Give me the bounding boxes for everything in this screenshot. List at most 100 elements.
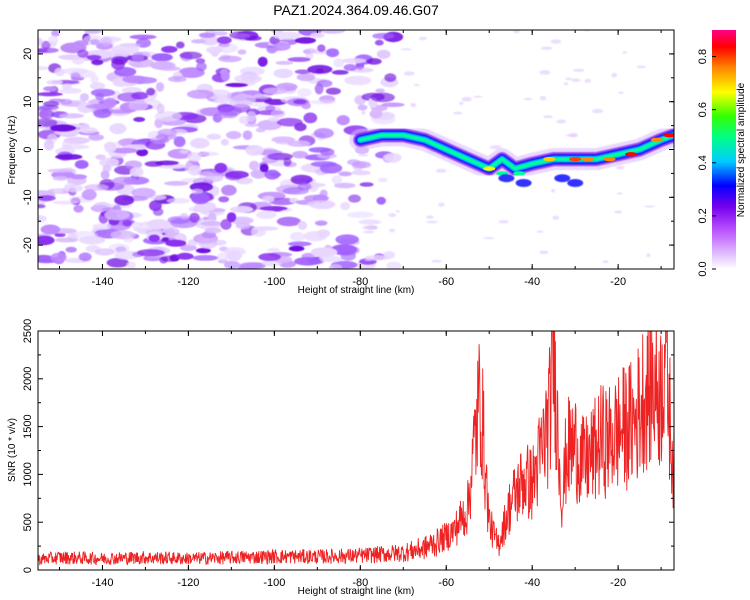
noise-blob: [259, 163, 269, 173]
noise-blob: [151, 53, 173, 62]
noise-blob: [225, 170, 249, 179]
noise-blob: [235, 222, 251, 230]
noise-blob: [358, 219, 382, 225]
signal-lobe: [567, 179, 584, 187]
noise-blob: [137, 228, 164, 235]
signal-track-layer: [358, 133, 674, 171]
noise-speck: [361, 110, 366, 115]
noise-blob: [287, 241, 312, 247]
noise-blob: [320, 30, 346, 34]
snr-point: [274, 556, 275, 557]
noise-speck: [565, 133, 578, 137]
noise-blob: [343, 64, 357, 71]
noise-blob: [77, 49, 89, 58]
noise-blob: [221, 70, 230, 82]
signal-hotspot: [513, 171, 526, 176]
noise-speck: [614, 210, 623, 214]
noise-speck: [418, 36, 427, 41]
noise-blob: [378, 177, 388, 183]
noise-speck: [426, 215, 434, 219]
noise-speck: [395, 210, 400, 213]
colorbar: 0.0 0.2 0.4 0.6 0.8 Normalized spectral ampl…: [697, 30, 747, 277]
noise-blob: [95, 154, 106, 160]
noise-speck: [410, 102, 416, 106]
noise-blob: [287, 140, 311, 147]
noise-blob: [189, 212, 200, 223]
snr-point: [549, 416, 550, 417]
noise-blob: [384, 152, 402, 163]
snr-point: [317, 556, 318, 557]
noise-speck: [400, 48, 412, 51]
noise-blob: [287, 57, 311, 62]
noise-blob: [102, 165, 112, 172]
noise-blob: [48, 35, 59, 46]
noise-blob: [258, 253, 282, 261]
noise-blob: [60, 98, 73, 105]
noise-blob: [372, 32, 395, 40]
noise-speck: [453, 111, 463, 115]
noise-blob: [198, 238, 218, 249]
noise-blob: [99, 157, 119, 168]
noise-speck: [426, 220, 439, 224]
noise-blob: [124, 160, 143, 169]
noise-speck: [644, 205, 655, 208]
noise-blob: [206, 89, 232, 101]
noise-blob: [384, 73, 397, 83]
noise-blob: [239, 66, 265, 76]
noise-blob: [329, 264, 343, 269]
noise-blob: [132, 52, 145, 63]
noise-blob: [206, 46, 224, 54]
noise-blob: [351, 161, 372, 169]
noise-speck: [646, 253, 651, 258]
noise-blob: [294, 37, 316, 44]
noise-blob: [43, 101, 60, 107]
colorbar-ticks: 0.0 0.2 0.4 0.6 0.8: [697, 49, 716, 277]
x-tick-label: -40: [524, 577, 540, 589]
snr-plot-area: [38, 331, 674, 566]
noise-blob: [55, 153, 83, 160]
noise-blob: [276, 117, 303, 127]
snr-point: [566, 450, 567, 451]
noise-blob: [38, 109, 55, 120]
noise-blob: [226, 250, 242, 262]
noise-blob: [225, 82, 249, 88]
noise-blob: [386, 261, 402, 269]
noise-blob: [38, 118, 58, 127]
noise-blob: [220, 219, 232, 230]
noise-blob: [89, 82, 106, 90]
noise-blob: [191, 193, 210, 205]
noise-speck: [539, 70, 551, 75]
noise-blob: [310, 247, 338, 257]
noise-speck: [539, 250, 549, 255]
noise-speck: [364, 258, 373, 261]
noise-blob: [51, 30, 60, 37]
noise-blob: [348, 194, 361, 203]
snr-point: [626, 426, 627, 427]
noise-blob: [217, 252, 229, 261]
noise-blob: [276, 216, 302, 227]
noise-blob: [190, 188, 204, 195]
noise-blob: [257, 119, 282, 131]
noise-speck: [388, 213, 397, 218]
noise-blob: [308, 147, 331, 153]
noise-blob: [176, 41, 185, 49]
noise-blob: [307, 200, 335, 209]
noise-blob: [275, 60, 294, 65]
noise-blob: [38, 37, 44, 47]
noise-blob: [107, 109, 134, 114]
snr-point: [467, 507, 468, 508]
snr-point: [510, 503, 511, 504]
noise-blob: [195, 247, 211, 254]
noise-blob: [229, 31, 252, 40]
noise-blob: [150, 60, 176, 71]
noise-blob: [266, 153, 278, 160]
y-tick-label: 1000: [22, 462, 34, 486]
noise-blob: [226, 212, 237, 223]
noise-speck: [543, 115, 554, 119]
noise-blob: [249, 102, 270, 107]
noise-blob: [52, 200, 79, 205]
y-tick-label: 10: [22, 96, 34, 108]
noise-blob: [187, 152, 202, 162]
noise-blob: [132, 62, 143, 68]
